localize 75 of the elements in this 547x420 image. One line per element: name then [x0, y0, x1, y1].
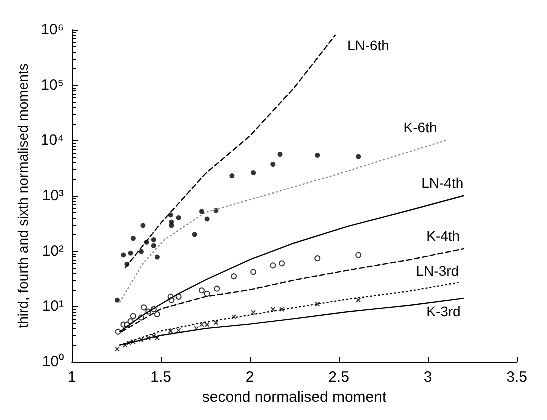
y-axis-title: third, fourth and sixth normalised moments	[15, 64, 31, 328]
point	[232, 314, 236, 320]
point	[151, 334, 156, 339]
point	[204, 322, 210, 328]
point	[151, 243, 156, 248]
point	[204, 290, 210, 297]
point	[146, 336, 152, 341]
point	[279, 260, 286, 267]
x-tick-label: 2	[246, 369, 254, 386]
point	[140, 223, 146, 228]
point	[199, 209, 204, 214]
y-tick-label: 10²	[42, 242, 64, 260]
point	[126, 340, 132, 346]
line-series	[124, 34, 336, 269]
point	[138, 337, 144, 342]
series-label: K-4th	[426, 228, 460, 244]
point	[138, 249, 144, 254]
series-label: LN-4th	[422, 175, 464, 191]
point	[154, 312, 160, 318]
point	[230, 173, 235, 178]
point	[130, 339, 136, 344]
y-tick-label: 10⁰	[42, 354, 64, 370]
point	[122, 342, 128, 348]
y-tick-label: 10³	[42, 188, 64, 204]
y-tick-label: 10¹	[42, 298, 64, 316]
point	[114, 346, 120, 352]
point	[280, 306, 285, 312]
point	[250, 269, 257, 276]
point	[231, 274, 237, 280]
point	[130, 313, 136, 320]
point	[128, 250, 134, 256]
y-tick-label: 10⁵	[41, 76, 64, 94]
x-tick-label: 3.5	[506, 369, 528, 386]
point	[270, 262, 276, 269]
series-label: K-6th	[404, 120, 438, 136]
point	[121, 252, 126, 258]
series-label: LN-3rd	[416, 262, 460, 279]
point	[356, 252, 362, 258]
point	[315, 302, 320, 307]
x-axis-title: second normalised moment	[202, 388, 388, 406]
point	[169, 223, 174, 228]
point	[251, 170, 256, 176]
x-tick-label: 1	[68, 369, 76, 386]
point	[356, 298, 362, 303]
series-label: K-3rd	[426, 304, 461, 320]
point	[270, 162, 276, 168]
point	[356, 154, 362, 160]
point	[130, 236, 136, 242]
x-tick-label: 1.5	[150, 369, 172, 386]
point	[314, 256, 321, 262]
point	[168, 328, 174, 334]
series-label: LN-6th	[347, 37, 390, 54]
point	[199, 322, 204, 328]
point	[115, 328, 122, 335]
point	[151, 238, 156, 243]
point	[194, 326, 200, 332]
x-tick-label: 2.5	[328, 369, 350, 386]
point	[154, 254, 160, 260]
point	[278, 152, 283, 158]
point	[214, 286, 220, 292]
point	[251, 310, 256, 316]
x-tick-label: 3	[424, 369, 432, 386]
point	[270, 306, 276, 312]
point	[154, 336, 160, 341]
point	[114, 298, 120, 303]
point	[214, 320, 219, 326]
point	[176, 294, 182, 300]
point	[192, 232, 198, 238]
point	[176, 216, 182, 221]
y-tick-label: 10⁶	[41, 22, 64, 38]
point	[315, 152, 320, 158]
point	[141, 304, 148, 311]
point	[198, 288, 205, 294]
point	[204, 216, 210, 222]
y-tick-label: 10⁴	[40, 132, 64, 150]
